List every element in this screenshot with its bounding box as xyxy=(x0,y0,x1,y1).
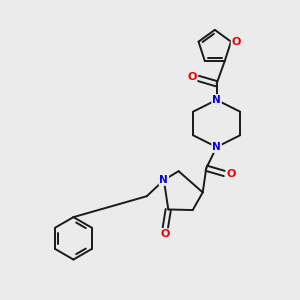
Text: O: O xyxy=(161,229,170,239)
Text: N: N xyxy=(160,175,168,185)
Text: O: O xyxy=(226,169,236,178)
Text: N: N xyxy=(212,95,221,105)
Text: O: O xyxy=(187,72,196,82)
Text: N: N xyxy=(212,142,221,152)
Text: O: O xyxy=(232,37,241,47)
